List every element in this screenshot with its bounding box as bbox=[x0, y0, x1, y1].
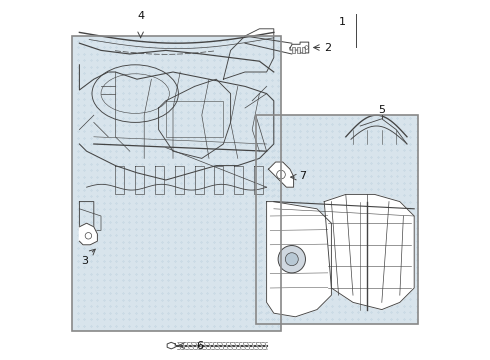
Circle shape bbox=[285, 253, 298, 266]
Polygon shape bbox=[290, 42, 309, 53]
Bar bbox=[301, 47, 305, 53]
Text: 2: 2 bbox=[324, 42, 331, 53]
Bar bbox=[256, 115, 418, 324]
Polygon shape bbox=[167, 342, 175, 349]
Bar bbox=[72, 36, 281, 331]
Text: 6: 6 bbox=[196, 341, 203, 351]
Text: 3: 3 bbox=[81, 256, 88, 266]
Text: 4: 4 bbox=[137, 11, 144, 21]
Bar bbox=[297, 47, 300, 53]
Text: 7: 7 bbox=[299, 171, 306, 181]
Text: 1: 1 bbox=[339, 17, 346, 27]
Bar bbox=[292, 47, 295, 53]
Polygon shape bbox=[324, 194, 414, 310]
Bar bbox=[256, 115, 418, 324]
Text: 5: 5 bbox=[378, 105, 385, 115]
Polygon shape bbox=[269, 162, 294, 187]
Bar bbox=[72, 36, 281, 331]
Polygon shape bbox=[267, 202, 331, 317]
Polygon shape bbox=[79, 223, 98, 245]
Circle shape bbox=[278, 246, 305, 273]
